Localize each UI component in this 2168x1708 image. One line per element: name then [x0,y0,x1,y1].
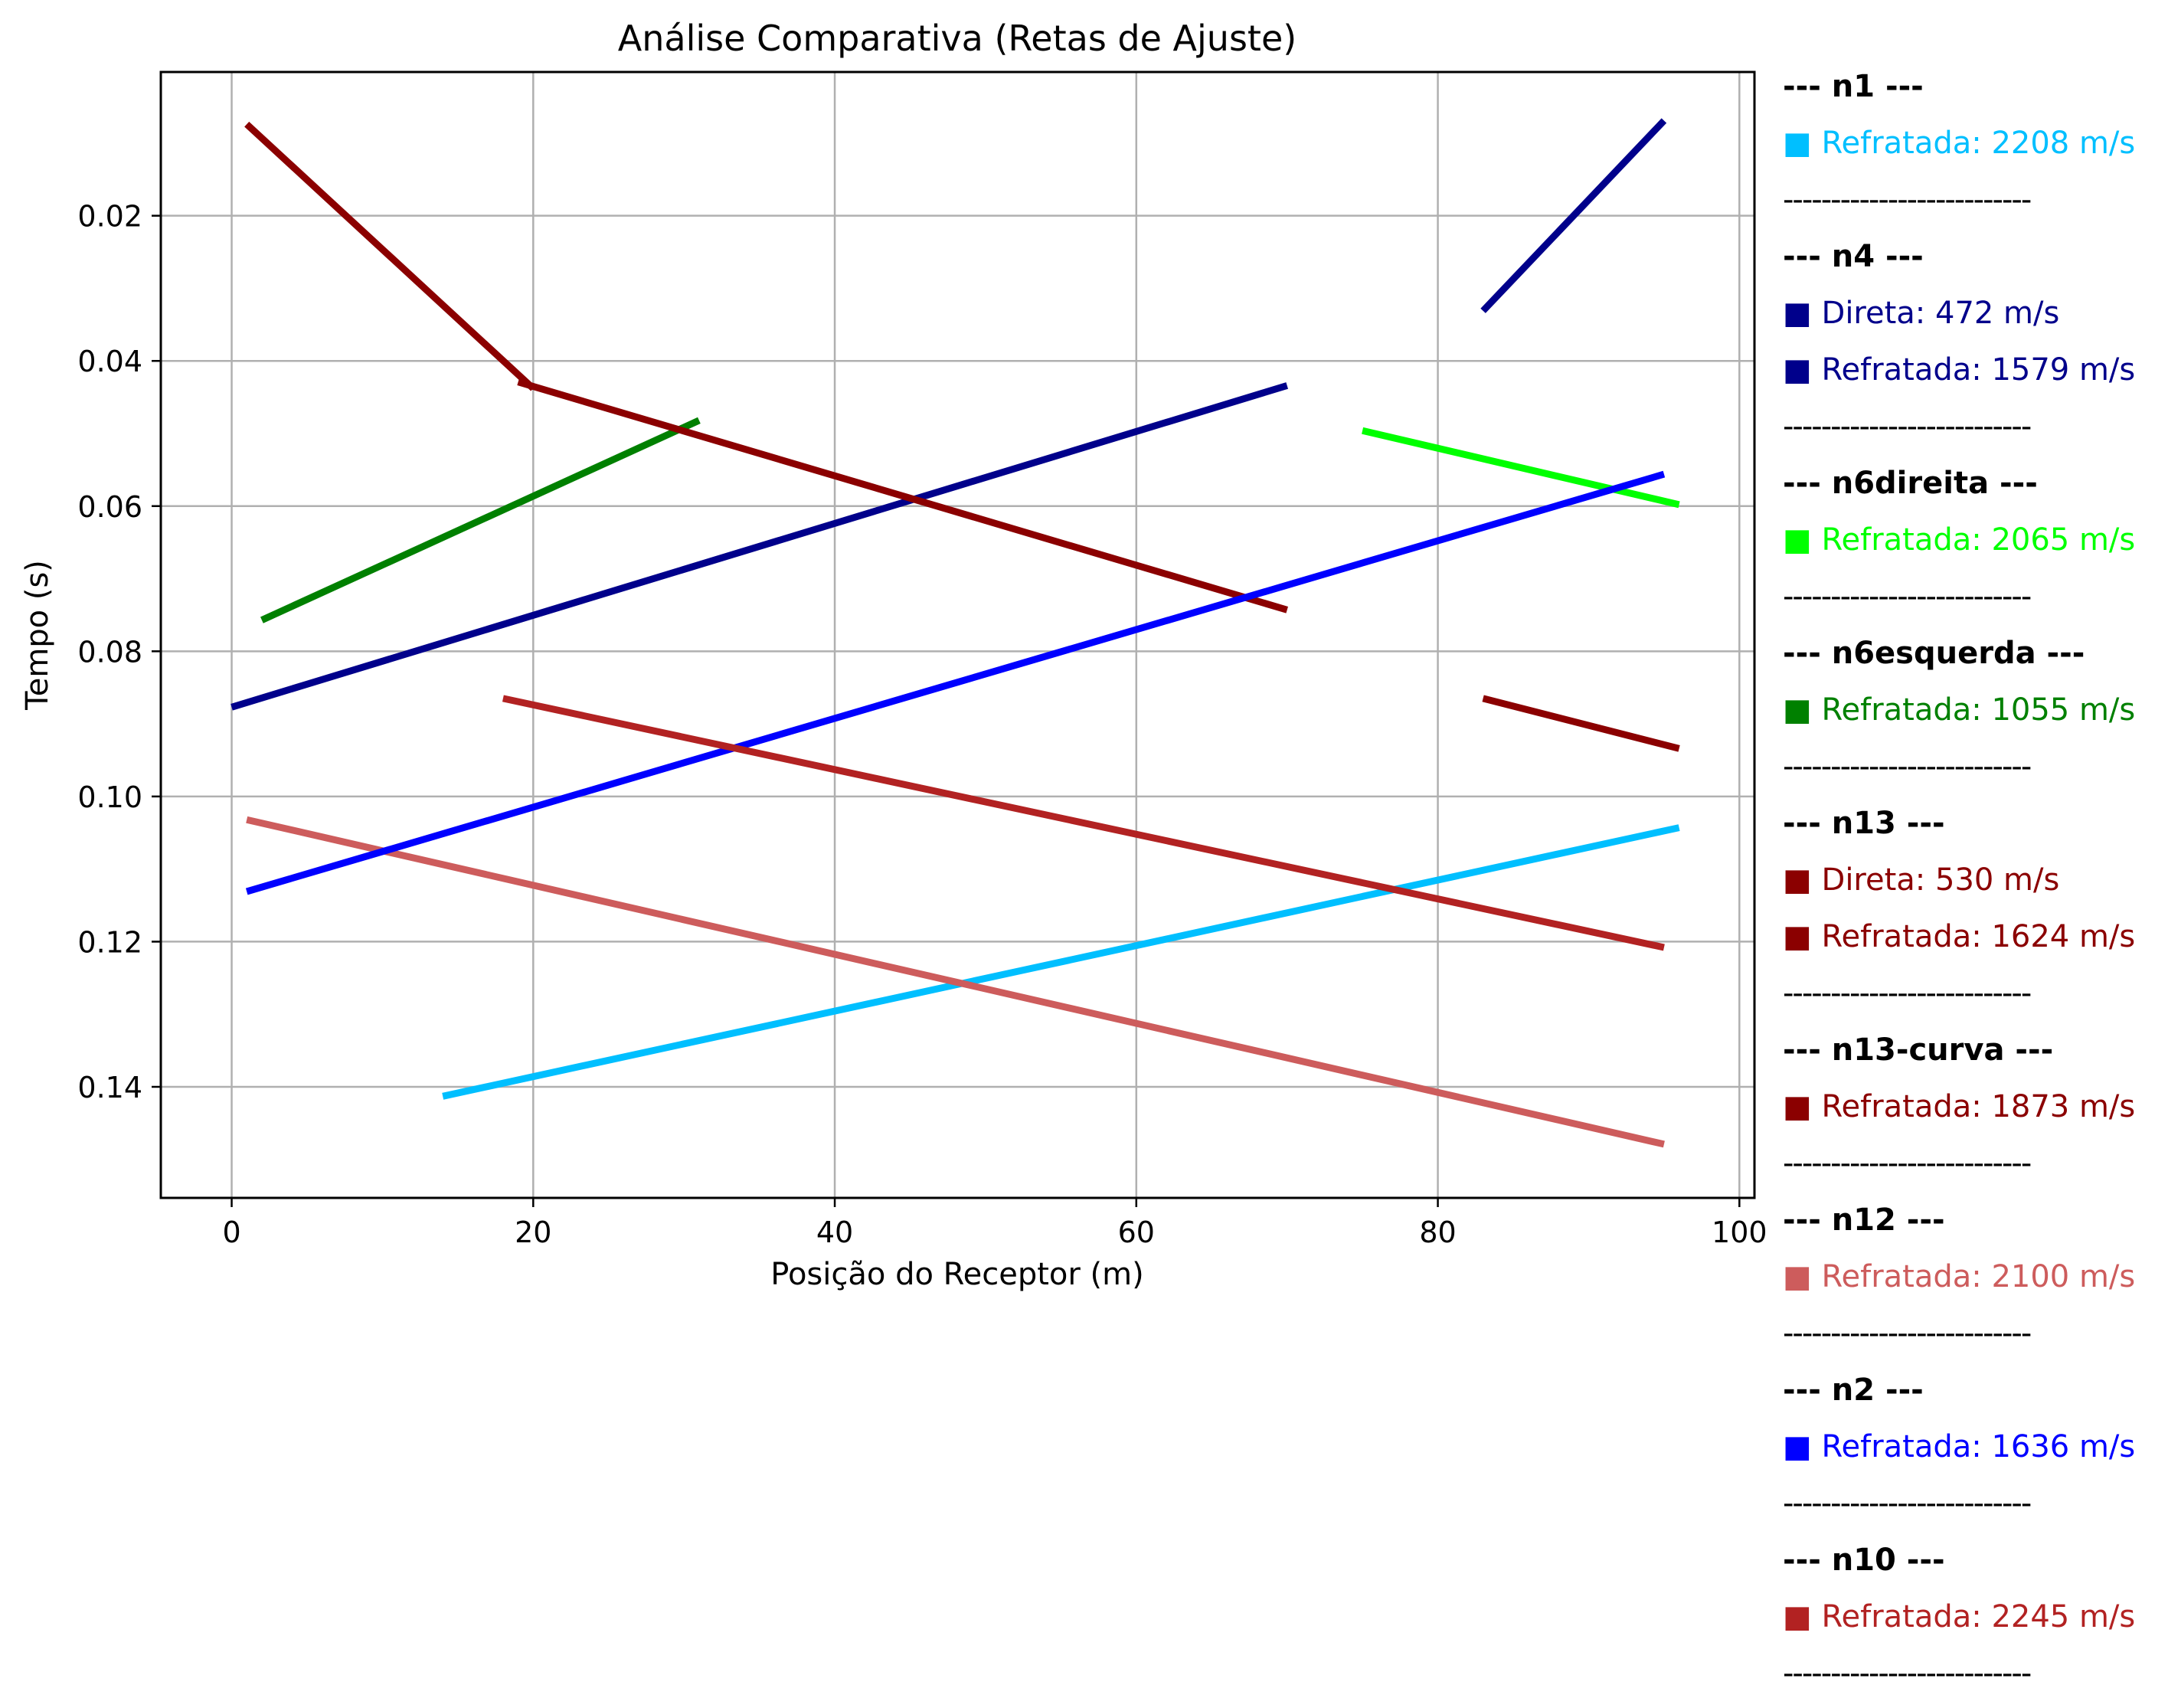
legend-group: --- n6esquerda --- ■ Refratada: 1055 m/s -… [1783,631,2166,801]
series-line-n13-direta [244,121,536,391]
legend: --- n1 --- ■ Refratada: 2208 m/s ---------… [1783,64,2166,1708]
legend-group: --- n2 --- ■ Refratada: 1636 m/s ---------… [1783,1368,2166,1538]
legend-entry: ■ Refratada: 2208 m/s [1783,121,2166,178]
legend-group: --- n13 --- ■ Direta: 530 m/s ■ Refratada:… [1783,801,2166,1028]
legend-swatch-icon: ■ [1783,862,1822,898]
legend-entry: ■ Refratada: 1624 m/s [1783,915,2166,971]
legend-group-header: --- n13 --- [1783,806,1945,841]
legend-entry-label: Refratada: 1636 m/s [1821,1429,2136,1464]
legend-entry-label: Refratada: 2245 m/s [1821,1599,2136,1634]
plot-frame [159,70,1756,1199]
legend-swatch-icon: ■ [1783,1429,1822,1464]
series-layer [231,118,1680,1148]
legend-swatch-icon: ■ [1783,1599,1822,1634]
legend-separator: -------------------------- [1783,1486,2032,1521]
y-tick-label: 0.06 [77,490,142,524]
y-tick-label: 0.08 [77,635,142,669]
x-tick-label: 20 [515,1216,551,1249]
series-line-n12-refratada [246,816,1665,1148]
legend-swatch-icon: ■ [1783,919,1822,954]
legend-entry-label: Refratada: 1624 m/s [1821,919,2136,954]
legend-group: --- n12 --- ■ Refratada: 2100 m/s --------… [1783,1198,2166,1368]
series-line-n6direita-refratada [1362,427,1680,509]
legend-entry-label: Refratada: 2208 m/s [1821,126,2136,161]
legend-group-header: --- n4 --- [1783,239,1924,274]
legend-group: --- n4 --- ■ Direta: 472 m/s ■ Refratada: … [1783,234,2166,461]
series-line-n2-refratada [245,470,1666,895]
legend-separator: -------------------------- [1783,409,2032,444]
series-line-n13-curva-refratada [1482,695,1680,752]
legend-entry: ■ Refratada: 2065 m/s [1783,518,2166,574]
legend-swatch-icon: ■ [1783,352,1822,388]
y-axis: 0.02 0.04 0.06 0.08 0.10 0.12 0.14 [77,200,161,1104]
chart-title: Análise Comparativa (Retas de Ajuste) [618,18,1297,59]
series-line-n10-refratada [502,695,1665,951]
y-tick-label: 0.14 [77,1071,142,1104]
legend-entry-label: Refratada: 1873 m/s [1821,1089,2136,1124]
legend-group: --- n1 --- ■ Refratada: 2208 m/s ---------… [1783,64,2166,234]
legend-entry: ■ Refratada: 2100 m/s [1783,1255,2166,1311]
y-tick-label: 0.04 [77,345,142,378]
legend-entry: ■ Refratada: 1636 m/s [1783,1425,2166,1481]
series-line-n4-refratada [231,382,1289,711]
legend-separator: -------------------------- [1783,976,2032,1011]
legend-group: --- n6direita --- ■ Refratada: 2065 m/s --… [1783,461,2166,631]
legend-group: --- n10 --- ■ Refratada: 2245 m/s --------… [1783,1538,2166,1708]
legend-swatch-icon: ■ [1783,1089,1822,1124]
legend-group-header: --- n10 --- [1783,1543,1945,1578]
legend-swatch-icon: ■ [1783,126,1822,161]
legend-entry: ■ Refratada: 2245 m/s [1783,1595,2166,1651]
legend-entry-label: Refratada: 2065 m/s [1821,522,2136,558]
legend-group-header: --- n12 --- [1783,1202,1945,1238]
grid [161,72,1754,1198]
legend-group: --- n13-curva --- ■ Refratada: 1873 m/s --… [1783,1028,2166,1198]
series-line-n6esquerda-refratada [260,417,701,623]
legend-entry: ■ Direta: 530 m/s [1783,858,2166,915]
x-axis: 0 20 40 60 80 100 [222,1198,1767,1249]
legend-swatch-icon: ■ [1783,692,1822,728]
legend-separator: -------------------------- [1783,1146,2032,1181]
y-tick-label: 0.10 [77,780,142,814]
x-tick-label: 100 [1712,1216,1767,1249]
x-tick-label: 0 [222,1216,240,1249]
legend-swatch-icon: ■ [1783,522,1822,558]
legend-entry-label: Direta: 472 m/s [1821,296,2060,331]
legend-entry-label: Refratada: 1579 m/s [1821,352,2136,388]
legend-entry-label: Refratada: 1055 m/s [1821,692,2136,728]
legend-group-header: --- n1 --- [1783,69,1924,104]
series-line-n13-refratada [517,378,1288,614]
legend-entry-label: Direta: 530 m/s [1821,862,2060,898]
legend-entry: ■ Direta: 472 m/s [1783,291,2166,348]
legend-group-header: --- n6direita --- [1783,466,2038,501]
legend-separator: -------------------------- [1783,579,2032,614]
y-tick-label: 0.02 [77,200,142,234]
legend-separator: -------------------------- [1783,182,2032,218]
legend-swatch-icon: ■ [1783,1259,1822,1294]
y-tick-label: 0.12 [77,925,142,959]
x-axis-label: Posição do Receptor (m) [770,1257,1143,1292]
legend-separator: -------------------------- [1783,749,2032,784]
legend-separator: -------------------------- [1783,1316,2032,1351]
series-line-n4-direta [1480,118,1667,313]
legend-separator: -------------------------- [1783,1656,2032,1691]
series-line-n1-refratada [442,824,1680,1100]
legend-entry: ■ Refratada: 1873 m/s [1783,1085,2166,1141]
legend-swatch-icon: ■ [1783,296,1822,331]
legend-entry: ■ Refratada: 1579 m/s [1783,348,2166,404]
x-tick-label: 40 [816,1216,853,1249]
x-tick-label: 80 [1419,1216,1456,1249]
legend-group-header: --- n2 --- [1783,1373,1924,1408]
legend-entry: ■ Refratada: 1055 m/s [1783,688,2166,744]
legend-entry-label: Refratada: 2100 m/s [1821,1259,2136,1294]
y-axis-label: Tempo (s) [20,560,55,711]
x-tick-label: 60 [1118,1216,1155,1249]
legend-group-header: --- n13-curva --- [1783,1032,2054,1068]
legend-group-header: --- n6esquerda --- [1783,636,2085,671]
